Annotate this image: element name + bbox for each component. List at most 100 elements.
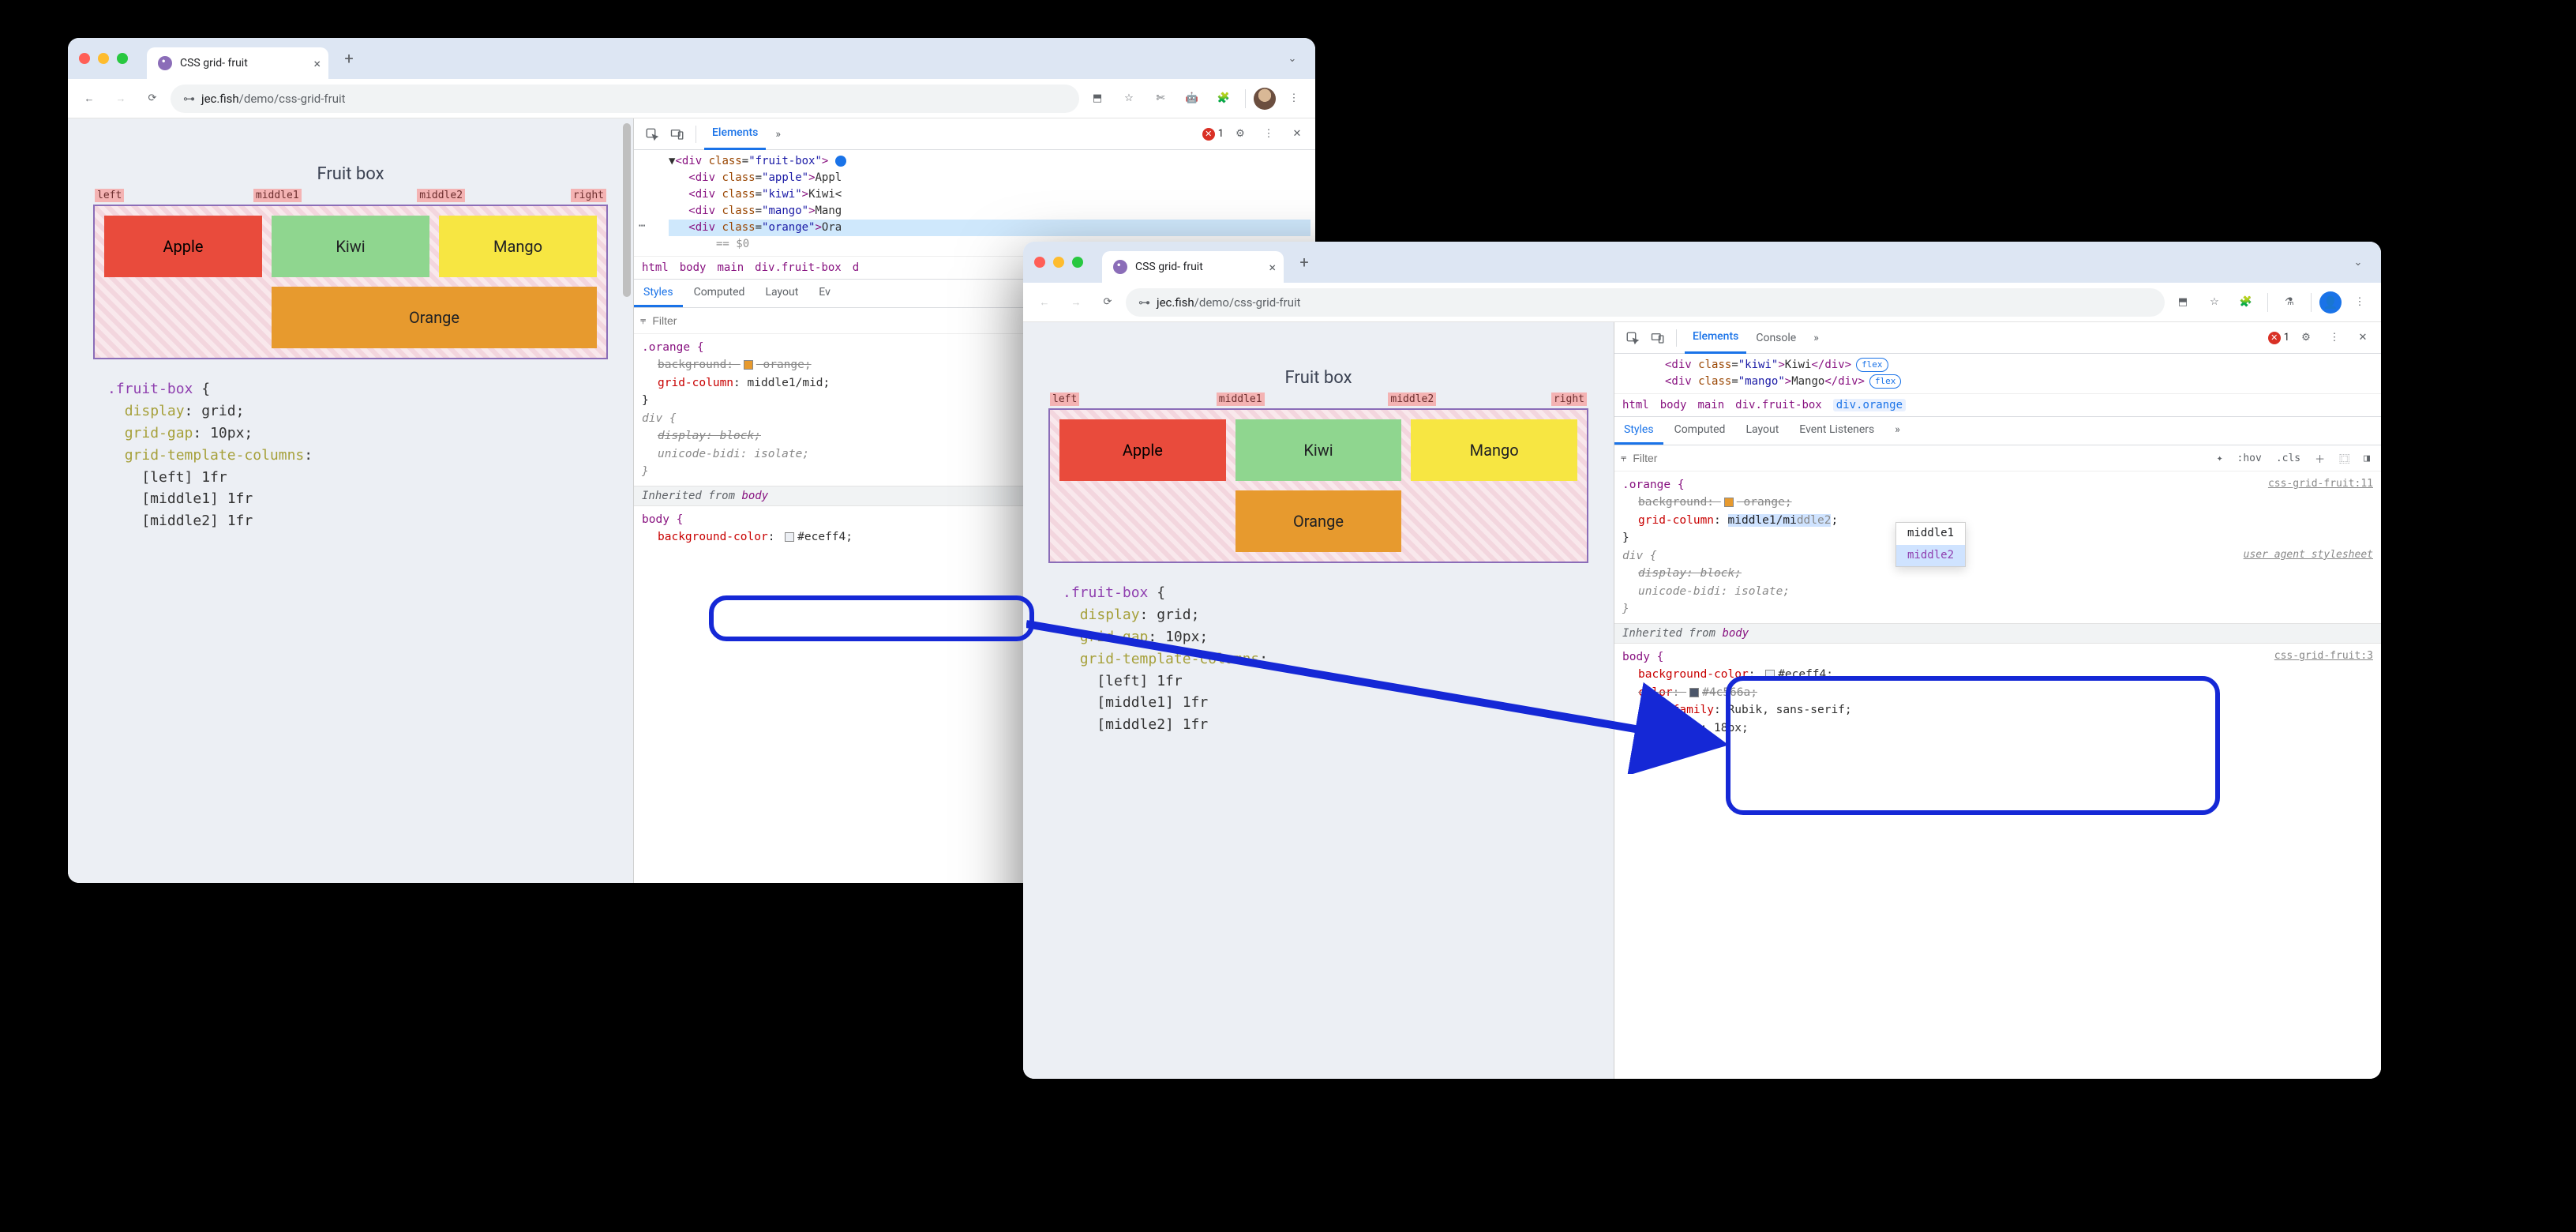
error-count[interactable]: ✕1 (1202, 128, 1224, 141)
toolbar: ← → ⟳ ⊶ jec.fish/demo/css-grid-fruit ⬒ ☆… (1023, 283, 2381, 322)
tab-title: CSS grid- fruit (1135, 261, 1203, 273)
browser-tab[interactable]: CSS grid- fruit × (147, 47, 328, 79)
dom-gutter-dots-icon[interactable]: ⋯ (639, 218, 645, 235)
extensions-icon[interactable]: 🧩 (1210, 85, 1237, 112)
flex-badge[interactable]: flex (1856, 358, 1888, 373)
sidebar-toggle-icon[interactable]: ◨ (2359, 451, 2375, 466)
site-info-icon[interactable]: ⊶ (1138, 295, 1150, 310)
back-button[interactable]: ← (1031, 289, 1058, 316)
bookmark-icon[interactable]: ☆ (1116, 85, 1142, 112)
fruit-kiwi: Kiwi (1236, 419, 1402, 481)
source-link[interactable]: css-grid-fruit:3 (2274, 648, 2373, 664)
traffic-lights (1034, 257, 1083, 268)
computed-toggle-icon[interactable]: ⿴ (2334, 449, 2354, 468)
settings-gear-icon[interactable]: ⚙ (2294, 326, 2318, 350)
address-bar[interactable]: ⊶ jec.fish/demo/css-grid-fruit (1126, 288, 2165, 317)
subtab-styles[interactable]: Styles (1614, 417, 1663, 445)
kebab-menu-icon[interactable]: ⋮ (1281, 85, 1307, 112)
fruit-orange: Orange (272, 287, 597, 348)
tabs-dropdown-icon[interactable]: ⌄ (2346, 250, 2370, 274)
content-area: Fruit box left middle1 middle2 right App… (1023, 322, 2381, 1079)
fruit-grid: Apple Kiwi Mango Orange (1048, 408, 1588, 563)
close-tab-icon[interactable]: × (313, 56, 321, 71)
devtools-tabs-overflow[interactable]: » (767, 118, 789, 150)
browser-tab[interactable]: CSS grid- fruit × (1102, 251, 1284, 283)
cls-toggle[interactable]: .cls (2271, 451, 2305, 466)
kebab-menu-icon[interactable]: ⋮ (2346, 289, 2373, 316)
labs-flask-icon[interactable]: ⚗ (2276, 289, 2303, 316)
grid-line-labels: left middle1 middle2 right (95, 189, 606, 205)
source-link[interactable]: css-grid-fruit:11 (2268, 476, 2373, 492)
subtab-layout[interactable]: Layout (756, 280, 808, 307)
autocomplete-option-selected[interactable]: middle2 (1896, 545, 1965, 567)
bookmark-icon[interactable]: ☆ (2201, 289, 2228, 316)
devtools-tab-elements[interactable]: Elements (704, 118, 766, 150)
styles-body-rule[interactable]: css-grid-fruit:3 body { background-color… (1614, 644, 2381, 742)
scissors-icon[interactable]: ✄ (1147, 85, 1174, 112)
install-icon[interactable]: ⬒ (2169, 289, 2196, 316)
subtab-styles[interactable]: Styles (634, 280, 683, 307)
close-tab-icon[interactable]: × (1269, 260, 1276, 275)
reload-button[interactable]: ⟳ (1094, 289, 1121, 316)
tabs-dropdown-icon[interactable]: ⌄ (1281, 47, 1304, 70)
kebab-menu-icon[interactable]: ⋮ (2323, 326, 2346, 350)
funnel-icon: ⫧ (1621, 453, 1626, 464)
ai-sparkle-icon[interactable]: ✦ (2212, 451, 2228, 466)
inspect-element-icon[interactable] (640, 122, 664, 146)
kebab-menu-icon[interactable]: ⋮ (1257, 122, 1281, 146)
profile-avatar[interactable]: 👤 (2319, 291, 2342, 314)
profile-avatar[interactable] (1254, 88, 1276, 110)
inspect-element-icon[interactable] (1621, 326, 1644, 350)
subtab-computed[interactable]: Computed (1665, 417, 1735, 445)
subtab-layout[interactable]: Layout (1736, 417, 1788, 445)
devtools-tab-elements[interactable]: Elements (1685, 322, 1746, 354)
devtools-tabs-overflow[interactable]: » (1805, 322, 1827, 354)
close-window-button[interactable] (79, 53, 90, 64)
fruit-apple: Apple (1059, 419, 1226, 481)
minimize-window-button[interactable] (1053, 257, 1064, 268)
close-devtools-icon[interactable]: ✕ (2351, 326, 2375, 350)
subtab-computed[interactable]: Computed (684, 280, 755, 307)
devtools-tab-console[interactable]: Console (1748, 322, 1804, 354)
scrollbar-thumb[interactable] (623, 123, 631, 297)
address-bar[interactable]: ⊶ jec.fish/demo/css-grid-fruit (171, 85, 1079, 113)
forward-button[interactable]: → (107, 85, 134, 112)
styles-filter-input[interactable] (1631, 449, 2207, 468)
devtools-toolbar: Elements Console » ✕1 ⚙ ⋮ ✕ (1614, 322, 2381, 354)
device-toolbar-icon[interactable] (1646, 326, 1670, 350)
flex-badge[interactable]: flex (1869, 374, 1902, 389)
close-devtools-icon[interactable]: ✕ (1285, 122, 1309, 146)
device-toolbar-icon[interactable] (666, 122, 689, 146)
error-count[interactable]: ✕1 (2268, 332, 2289, 344)
install-icon[interactable]: ⬒ (1084, 85, 1111, 112)
subtab-more[interactable]: Ev (809, 280, 840, 307)
styles-pane[interactable]: css-grid-fruit:11 .orange { background: … (1614, 471, 2381, 623)
new-tab-button[interactable]: + (1292, 250, 1317, 275)
zoom-window-button[interactable] (1072, 257, 1083, 268)
site-info-icon[interactable]: ⊶ (183, 92, 195, 106)
page-title: Fruit box (1048, 368, 1588, 388)
extensions-icon[interactable]: 🧩 (2233, 289, 2259, 316)
settings-gear-icon[interactable]: ⚙ (1228, 122, 1252, 146)
url-path: /demo/css-grid-fruit (239, 92, 346, 106)
autocomplete-option[interactable]: middle1 (1896, 523, 1965, 545)
close-window-button[interactable] (1034, 257, 1045, 268)
dom-tree[interactable]: ⋯ ▼<div class="fruit-box"> <div class="a… (634, 150, 1315, 256)
subtab-overflow[interactable]: » (1885, 417, 1910, 445)
reload-button[interactable]: ⟳ (139, 85, 166, 112)
minimize-window-button[interactable] (98, 53, 109, 64)
robot-extension-icon[interactable]: 🤖 (1179, 85, 1206, 112)
hov-toggle[interactable]: :hov (2233, 451, 2267, 466)
autocomplete-popup[interactable]: middle1 middle2 (1895, 522, 1966, 567)
new-tab-button[interactable]: + (336, 46, 362, 71)
browser-window-2: CSS grid- fruit × + ⌄ ← → ⟳ ⊶ jec.fish/d… (1023, 242, 2381, 1079)
breadcrumb[interactable]: html body main div.fruit-box div.orange (1614, 393, 2381, 417)
dom-tree[interactable]: <div class="kiwi">Kiwi</div>flex <div cl… (1614, 354, 2381, 393)
zoom-window-button[interactable] (117, 53, 128, 64)
forward-button[interactable]: → (1063, 289, 1089, 316)
new-style-rule-icon[interactable]: ＋ (2310, 449, 2330, 468)
code-block: .fruit-box { display: grid; grid-gap: 10… (1063, 582, 1574, 736)
back-button[interactable]: ← (76, 85, 103, 112)
subtab-event-listeners[interactable]: Event Listeners (1790, 417, 1884, 445)
grid-line-labels: left middle1 middle2 right (1050, 393, 1587, 408)
